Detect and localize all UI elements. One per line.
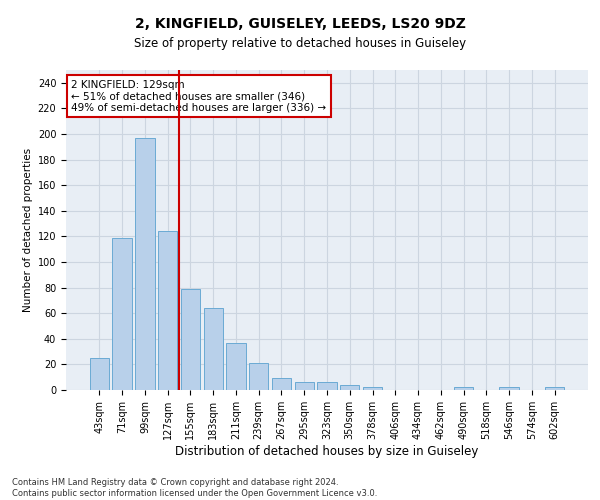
Text: Size of property relative to detached houses in Guiseley: Size of property relative to detached ho… bbox=[134, 38, 466, 51]
Text: Contains HM Land Registry data © Crown copyright and database right 2024.
Contai: Contains HM Land Registry data © Crown c… bbox=[12, 478, 377, 498]
Bar bbox=[135, 138, 155, 390]
Bar bbox=[317, 382, 337, 390]
Bar bbox=[340, 385, 359, 390]
Bar bbox=[90, 358, 109, 390]
Bar bbox=[112, 238, 132, 390]
Bar bbox=[226, 342, 245, 390]
Bar bbox=[272, 378, 291, 390]
Bar bbox=[181, 289, 200, 390]
Text: 2, KINGFIELD, GUISELEY, LEEDS, LS20 9DZ: 2, KINGFIELD, GUISELEY, LEEDS, LS20 9DZ bbox=[134, 18, 466, 32]
Bar bbox=[454, 388, 473, 390]
X-axis label: Distribution of detached houses by size in Guiseley: Distribution of detached houses by size … bbox=[175, 444, 479, 458]
Bar bbox=[363, 388, 382, 390]
Bar bbox=[203, 308, 223, 390]
Bar bbox=[499, 388, 519, 390]
Bar bbox=[295, 382, 314, 390]
Bar bbox=[545, 388, 564, 390]
Bar bbox=[249, 363, 268, 390]
Text: 2 KINGFIELD: 129sqm
← 51% of detached houses are smaller (346)
49% of semi-detac: 2 KINGFIELD: 129sqm ← 51% of detached ho… bbox=[71, 80, 326, 113]
Bar bbox=[158, 232, 178, 390]
Y-axis label: Number of detached properties: Number of detached properties bbox=[23, 148, 34, 312]
